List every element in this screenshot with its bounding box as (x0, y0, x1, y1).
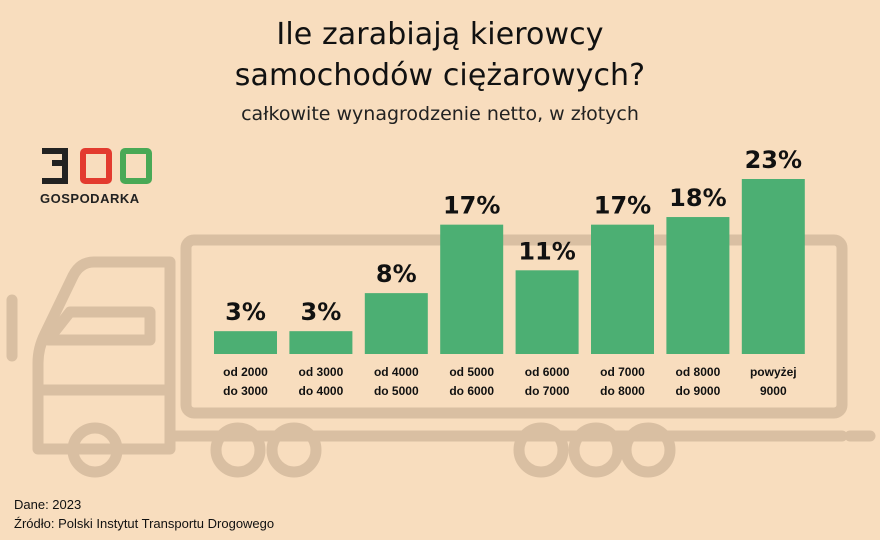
brand-logo: GOSPODARKA (39, 144, 167, 214)
bar-value-label-8: 23% (745, 146, 802, 174)
bar-value-label-1: 3% (225, 298, 266, 326)
category-label-8-line-2: 9000 (760, 384, 787, 398)
category-label-1-line-1: od 2000 (223, 365, 268, 379)
bar-value-label-4: 17% (443, 192, 500, 220)
category-label-3-line-2: do 5000 (374, 384, 419, 398)
chart-subtitle: całkowite wynagrodzenie netto, w złotych (241, 103, 639, 125)
bar-3 (364, 293, 428, 354)
bar-value-label-7: 18% (669, 184, 726, 212)
category-label-4-line-1: od 5000 (449, 365, 494, 379)
category-label-5-line-1: od 6000 (525, 365, 570, 379)
bar-6 (591, 224, 654, 354)
category-label-6-line-2: do 8000 (600, 384, 645, 398)
bar-value-label-5: 11% (518, 237, 575, 265)
category-label-5-line-2: do 7000 (525, 384, 570, 398)
data-year-text: Dane: 2023 (14, 497, 82, 512)
category-label-6-line-1: od 7000 (600, 365, 645, 379)
bar-4 (440, 224, 504, 354)
category-label-2-line-2: do 4000 (299, 384, 344, 398)
bar-2 (289, 331, 353, 354)
bar-value-label-2: 3% (301, 298, 342, 326)
category-label-7-line-1: od 8000 (676, 365, 721, 379)
chart-title: Ile zarabiają kierowcy samochodów ciężar… (234, 17, 646, 93)
logo-300-mark (42, 148, 152, 184)
category-label-7-line-2: do 9000 (676, 384, 721, 398)
bar-value-label-6: 17% (594, 192, 651, 220)
category-label-2-line-1: od 3000 (299, 365, 344, 379)
category-label-8-line-1: powyżej (750, 365, 797, 379)
bar-8 (741, 179, 805, 354)
source-text: Źródło: Polski Instytut Transportu Drogo… (14, 516, 275, 531)
logo-text: GOSPODARKA (40, 191, 140, 206)
bar-1 (214, 331, 277, 354)
footer: Dane: 2023 Źródło: Polski Instytut Trans… (14, 495, 274, 533)
category-label-3-line-1: od 4000 (374, 365, 419, 379)
bar-value-label-3: 8% (376, 260, 417, 288)
category-label-4-line-2: do 6000 (449, 384, 494, 398)
bar-7 (666, 217, 730, 354)
category-label-1-line-2: do 3000 (223, 384, 268, 398)
bar-5 (515, 270, 579, 354)
